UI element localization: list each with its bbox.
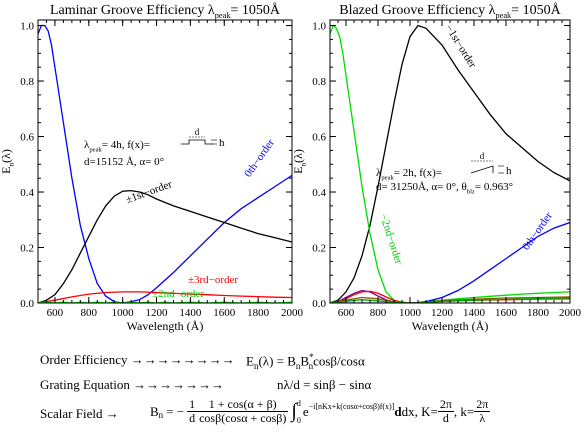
integral-sign: ∫ — [291, 400, 297, 422]
x-tick-label: 1000 — [112, 307, 135, 319]
fraction-cos-term: 1 + cos(α + β) cosβ(cosα + cosβ) — [197, 397, 289, 425]
series-label-1-2: 0th−order — [520, 210, 555, 253]
x-tick-label: 1800 — [527, 307, 550, 319]
annotation-line-2: d=15152 Å, α= 0° — [84, 156, 164, 168]
y-tick-label: 0.4 — [20, 187, 34, 199]
annotation-line-2: d= 31250Å, α= 0°, θblz= 0.963° — [376, 181, 513, 195]
eq-sup: * — [309, 352, 314, 362]
series-label-0-1: ±1st−order — [124, 178, 174, 206]
integral-upper: d — [296, 398, 301, 408]
y-tick-label: 1.0 — [312, 21, 326, 33]
x-tick-label: 800 — [81, 307, 98, 319]
y-tick-label: 0.2 — [20, 243, 34, 255]
eq-text: B — [150, 403, 159, 419]
x-tick-label: 2000 — [281, 307, 304, 319]
series-label-1-1: −2nd−order — [377, 212, 405, 266]
plot-frame — [329, 19, 571, 304]
eq-sub: n — [253, 360, 259, 371]
chart-panel-1: Laminar Groove Efficiency λpeak= 1050Å 60… — [0, 2, 304, 333]
y-axis-label: En(λ) — [291, 149, 308, 174]
eq-text: E — [246, 353, 254, 369]
groove-d-label: d — [195, 127, 200, 137]
eq-text: B — [300, 353, 310, 369]
eq-text: e — [302, 403, 309, 419]
order-efficiency-equation: En(λ) = BnB*ncosβ/cosα — [246, 352, 365, 371]
eq-text: cosβ/cosα — [313, 353, 365, 369]
x-axis-label: Wavelength (Å) — [412, 319, 489, 333]
x-tick-label: 1400 — [463, 307, 486, 319]
annotation-line-1: λpeak= 4h, f(x)= — [84, 139, 150, 153]
eq-sub: n — [308, 360, 314, 371]
chart-panel-2: Blazed Groove Efficiency λpeak= 1050Å 600… — [291, 2, 582, 333]
y-tick-label: 0.8 — [20, 76, 34, 88]
fraction-k: 2π λ — [474, 397, 491, 425]
series-line-2 — [38, 189, 292, 303]
y-tick-label: 0.6 — [312, 132, 326, 144]
x-tick-label: 600 — [338, 307, 355, 319]
x-tick-label: 1800 — [247, 307, 270, 319]
chart-title: Laminar Groove Efficiency λpeak= 1050Å — [50, 2, 281, 20]
grating-equation-label: Grating Equation →→→→→→→ — [40, 377, 225, 392]
eq-sup: −i[nKx+k(cosα+cosβ)f(x)] — [308, 402, 395, 411]
annotation-line-1: λpeak= 2h, f(x)= — [376, 167, 442, 181]
fraction-K: 2π d — [437, 397, 454, 425]
eq-text: dx, K= — [401, 403, 438, 419]
x-tick-label: 1000 — [399, 307, 422, 319]
y-tick-label: 0.0 — [312, 298, 326, 310]
scalar-field-label: Scalar Field → — [40, 406, 119, 421]
eq-text: , k= — [453, 403, 475, 419]
x-tick-label: 1400 — [179, 307, 202, 319]
x-tick-label: 1600 — [495, 307, 518, 319]
eq-sub: n — [158, 409, 164, 420]
series-line-3 — [38, 291, 292, 303]
order-efficiency-label: Order Efficiency →→→→→→→→ — [40, 352, 235, 367]
chart-title: Blazed Groove Efficiency λpeak= 1050Å — [339, 2, 561, 20]
grating-equation: nλ/d = sinβ − sinα — [277, 377, 372, 392]
integral: ∫ d 0 — [291, 399, 302, 425]
series-label-1-0: −1st−order — [443, 23, 479, 71]
order-efficiency-row: Order Efficiency →→→→→→→→ En(λ) = BnB*nc… — [40, 352, 365, 371]
series-line-1 — [330, 24, 570, 303]
chart-canvas: Laminar Groove Efficiency λpeak= 1050Å 60… — [0, 2, 582, 333]
integral-lower: 0 — [296, 415, 301, 425]
y-tick-label: 0.8 — [312, 76, 326, 88]
groove-profile — [470, 165, 494, 174]
x-axis-label: Wavelength (Å) — [127, 319, 204, 333]
x-tick-label: 2000 — [559, 307, 582, 319]
eq-text: = − — [166, 403, 185, 419]
x-tick-label: 1200 — [146, 307, 169, 319]
grating-equation-row: Grating Equation →→→→→→→ nλ/d = sinβ − s… — [40, 377, 371, 393]
y-axis-label: En(λ) — [0, 149, 16, 174]
y-tick-label: 0.2 — [312, 243, 326, 255]
x-tick-label: 600 — [47, 307, 64, 319]
eq-text: (λ) = B — [258, 353, 296, 369]
series-label-0-0: 0th−order — [242, 137, 277, 180]
y-tick-label: 0.0 — [20, 298, 34, 310]
groove-profile — [181, 139, 213, 145]
eq-text: d — [394, 403, 402, 419]
x-tick-label: 1600 — [213, 307, 236, 319]
y-tick-label: 1.0 — [20, 21, 34, 33]
groove-h-label: h — [219, 137, 225, 149]
x-tick-label: 800 — [370, 307, 387, 319]
series-line-2 — [330, 24, 570, 303]
y-tick-label: 0.6 — [20, 132, 34, 144]
groove-h-label: h — [506, 165, 512, 177]
x-tick-label: 1200 — [431, 307, 454, 319]
series-label-0-2: ±3rd−order — [188, 274, 238, 286]
groove-d-label: d — [480, 151, 485, 161]
series-label-0-3: ±2nd−order — [152, 288, 204, 300]
y-tick-label: 0.4 — [312, 187, 326, 199]
